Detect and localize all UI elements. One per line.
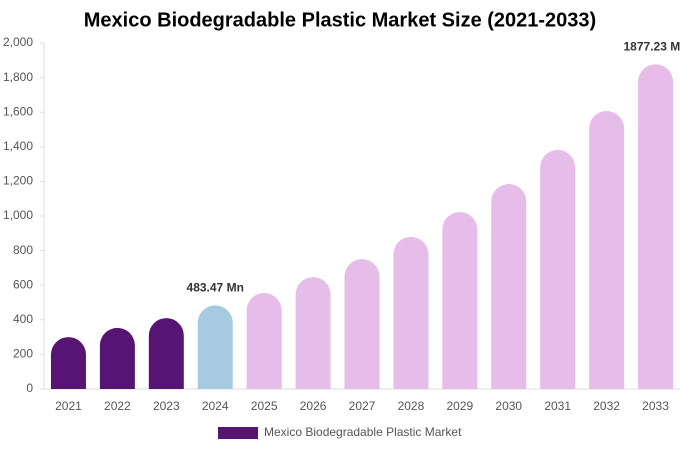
bar bbox=[491, 183, 527, 389]
x-tick-label: 2025 bbox=[251, 399, 278, 413]
y-tick-label: 2,000 bbox=[3, 35, 33, 49]
bar bbox=[638, 64, 674, 390]
bar bbox=[148, 318, 184, 389]
x-tick-label: 2033 bbox=[642, 399, 669, 413]
bar bbox=[393, 236, 429, 389]
y-tick-label: 200 bbox=[13, 347, 33, 361]
x-tick-label: 2026 bbox=[300, 399, 327, 413]
x-tick-label: 2032 bbox=[593, 399, 620, 413]
x-tick-label: 2021 bbox=[55, 399, 82, 413]
legend-label: Mexico Biodegradable Plastic Market bbox=[264, 425, 462, 439]
y-tick-label: 0 bbox=[26, 381, 33, 395]
y-tick-label: 600 bbox=[13, 277, 33, 291]
chart-title: Mexico Biodegradable Plastic Market Size… bbox=[84, 9, 596, 31]
y-tick-label: 1,400 bbox=[3, 139, 33, 153]
value-label: 1877.23 Mn bbox=[624, 39, 680, 53]
bar bbox=[295, 277, 331, 389]
x-tick-label: 2027 bbox=[349, 399, 376, 413]
bar bbox=[50, 337, 86, 389]
y-tick-label: 1,200 bbox=[3, 174, 33, 188]
bar bbox=[442, 212, 478, 389]
bar bbox=[589, 110, 625, 389]
y-tick-label: 1,800 bbox=[3, 70, 33, 84]
x-tick-label: 2030 bbox=[495, 399, 522, 413]
x-tick-label: 2031 bbox=[544, 399, 571, 413]
bar bbox=[99, 327, 135, 389]
y-tick-label: 1,600 bbox=[3, 104, 33, 118]
x-tick-label: 2022 bbox=[104, 399, 131, 413]
x-tick-label: 2028 bbox=[398, 399, 425, 413]
y-tick-label: 400 bbox=[13, 312, 33, 326]
bar bbox=[540, 149, 576, 389]
x-tick-label: 2029 bbox=[446, 399, 473, 413]
bar bbox=[246, 292, 282, 389]
y-tick-label: 1,000 bbox=[3, 208, 33, 222]
bar bbox=[344, 259, 380, 389]
bar bbox=[197, 305, 233, 389]
x-tick-label: 2023 bbox=[153, 399, 180, 413]
x-tick-label: 2024 bbox=[202, 399, 229, 413]
legend-swatch bbox=[218, 427, 258, 439]
value-label: 483.47 Mn bbox=[187, 281, 244, 295]
y-tick-label: 800 bbox=[13, 243, 33, 257]
